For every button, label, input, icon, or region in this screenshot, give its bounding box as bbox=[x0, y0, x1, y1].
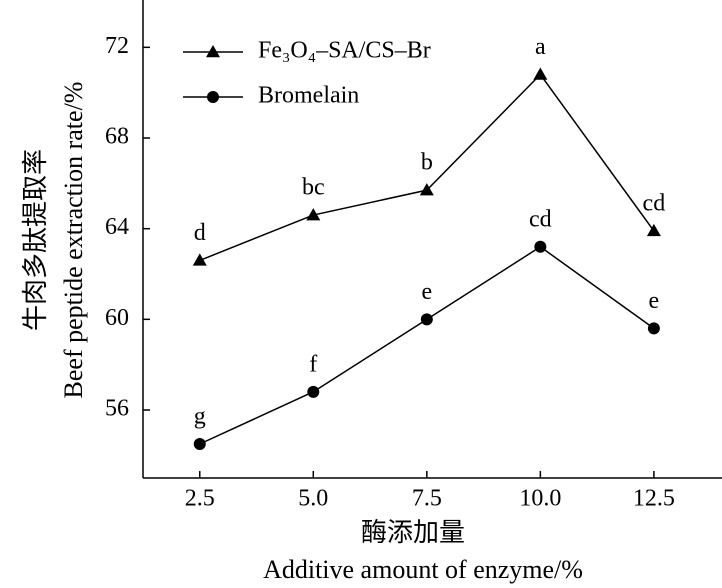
significance-label: cd bbox=[643, 190, 666, 216]
significance-label: e bbox=[649, 288, 660, 314]
legend-label: Bromelain bbox=[258, 83, 359, 109]
x-tick-label: 10.0 bbox=[519, 486, 561, 512]
significance-label: d bbox=[194, 220, 206, 246]
significance-label: bc bbox=[302, 175, 325, 201]
significance-label: g bbox=[194, 404, 206, 430]
y-tick-label: 56 bbox=[105, 396, 129, 422]
data-point bbox=[420, 313, 433, 326]
y-axis-title: 牛肉多肽提取率 bbox=[21, 149, 50, 331]
y-axis-title: Beef peptide extraction rate/% bbox=[59, 82, 88, 399]
y-tick-label: 64 bbox=[105, 214, 129, 240]
series-line bbox=[199, 245, 655, 445]
data-point bbox=[307, 385, 320, 398]
data-point bbox=[193, 438, 206, 450]
y-tick-label: 68 bbox=[105, 124, 129, 150]
legend-label: Fe₃O₄–SA/CS–Br bbox=[258, 38, 431, 64]
legend-marker bbox=[206, 45, 220, 58]
data-point bbox=[419, 183, 434, 196]
x-axis-title: Additive amount of enzyme/% bbox=[263, 555, 583, 584]
significance-label: f bbox=[309, 351, 317, 377]
x-tick-label: 2.5 bbox=[185, 486, 215, 512]
data-point bbox=[306, 208, 321, 221]
significance-label: b bbox=[421, 150, 433, 176]
significance-label: e bbox=[421, 279, 432, 305]
y-tick-label: 72 bbox=[105, 33, 129, 59]
significance-label: cd bbox=[529, 206, 552, 232]
x-axis-title: 酶添加量 bbox=[361, 518, 465, 547]
data-point bbox=[533, 67, 548, 80]
data-point bbox=[647, 322, 660, 335]
significance-label: a bbox=[535, 34, 546, 60]
data-point bbox=[192, 253, 207, 266]
x-tick-label: 12.5 bbox=[633, 486, 675, 512]
x-tick-label: 5.0 bbox=[298, 486, 328, 512]
x-tick-label: 7.5 bbox=[412, 486, 442, 512]
data-point bbox=[646, 223, 661, 237]
data-point bbox=[534, 240, 547, 253]
legend-marker bbox=[207, 91, 219, 103]
y-tick-label: 60 bbox=[105, 305, 129, 331]
